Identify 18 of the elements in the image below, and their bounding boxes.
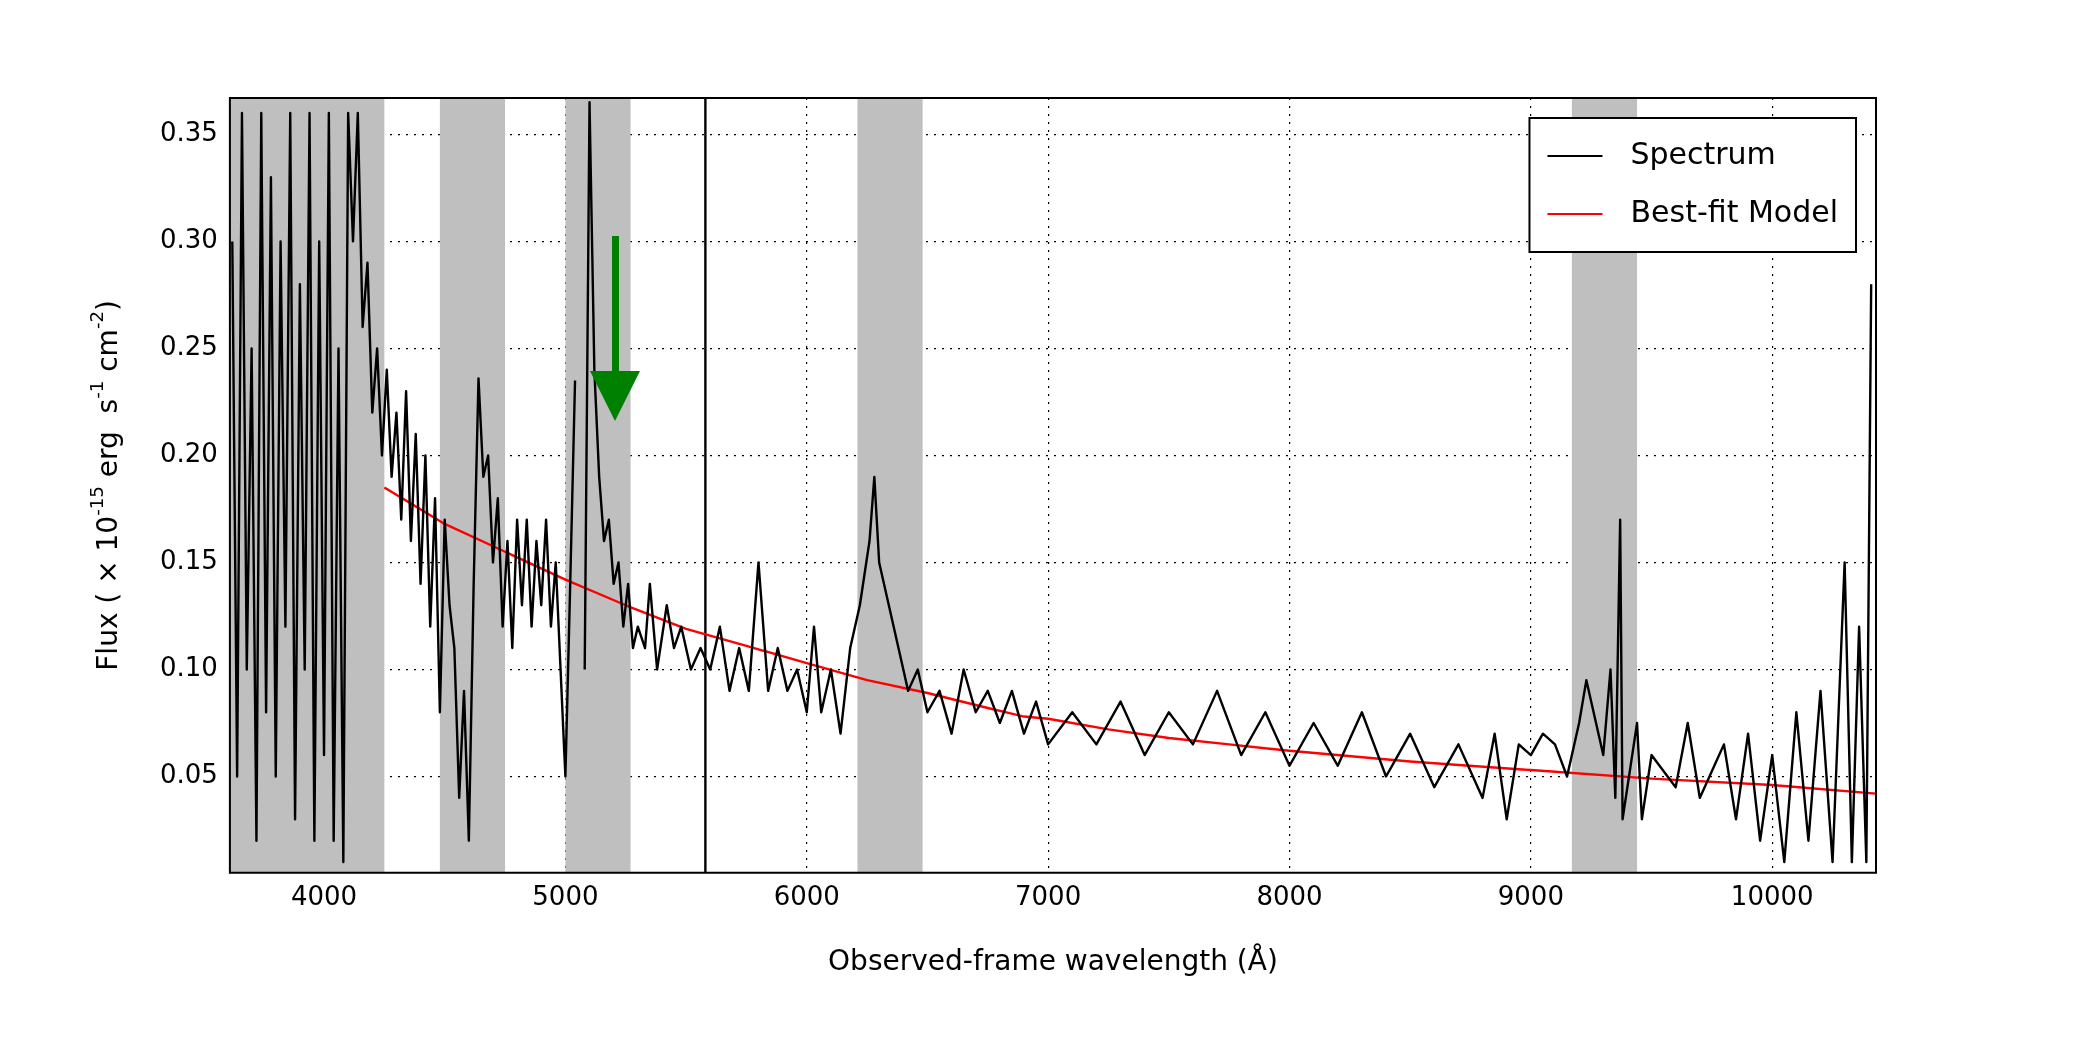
x-tick-label: 6000 [773, 881, 840, 912]
y-tick-label: 0.30 [160, 224, 218, 255]
y-tick-label: 0.35 [160, 117, 218, 148]
y-axis-title: Flux ( × 10-15 erg s-1 cm-2) [86, 300, 125, 671]
x-tick-label: 4000 [290, 881, 358, 912]
x-tick-label: 9000 [1497, 881, 1564, 912]
x-axis-title: Observed-frame wavelength (Å) [828, 943, 1278, 978]
legend-label: Spectrum [1630, 135, 1776, 171]
x-tick-label: 8000 [1256, 881, 1323, 912]
y-tick-label: 0.05 [160, 759, 218, 790]
y-tick-label: 0.10 [160, 652, 218, 683]
y-tick-label: 0.15 [160, 545, 218, 576]
y-tick-label: 0.20 [160, 438, 218, 469]
x-tick-label: 7000 [1015, 881, 1082, 912]
x-tick-label: 5000 [532, 881, 599, 912]
y-tick-label: 0.25 [160, 331, 218, 362]
x-tick-label: 10000 [1730, 881, 1814, 912]
legend-label: Best-fit Model [1630, 193, 1839, 229]
